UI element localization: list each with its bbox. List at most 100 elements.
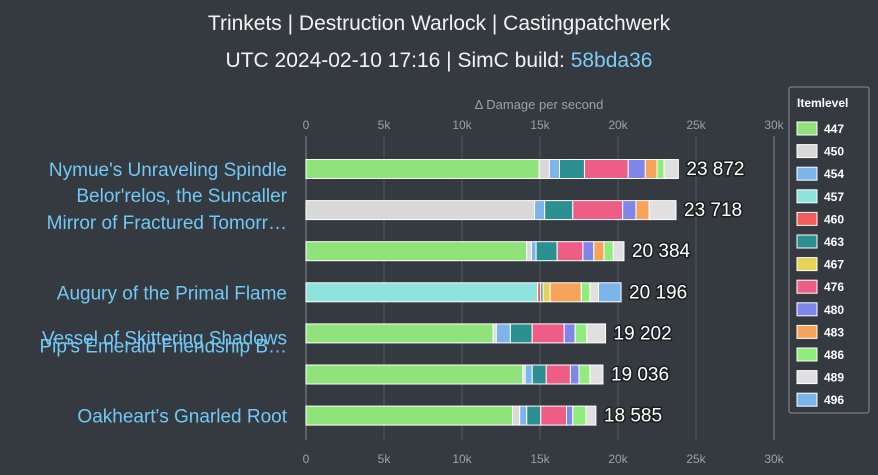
legend-swatch[interactable]	[796, 166, 818, 181]
bar-segment-454[interactable]	[548, 159, 560, 179]
bar-segment-450[interactable]	[305, 200, 536, 221]
bar-segment-454[interactable]	[495, 323, 511, 344]
legend-swatch[interactable]	[796, 324, 818, 339]
legend-swatch[interactable]	[796, 370, 818, 385]
bar-segment-483[interactable]	[549, 282, 582, 303]
x-tick-label-bottom: 15k	[530, 452, 550, 466]
bar-segment-486[interactable]	[580, 282, 591, 303]
bar-segment-476[interactable]	[556, 241, 584, 262]
legend-items: 447 450 454 457 460 463 467 476 480 483 486 489 496	[796, 121, 844, 407]
legend-swatch[interactable]	[796, 302, 818, 317]
bar-segment-496[interactable]	[598, 282, 622, 303]
bar-segment-489[interactable]	[586, 323, 607, 344]
legend-label[interactable]: 480	[824, 303, 844, 317]
bar-segment-486[interactable]	[656, 159, 665, 179]
build-link[interactable]: 58bda36	[571, 49, 653, 72]
bar-segment-447[interactable]	[305, 241, 528, 262]
bar-segment-480[interactable]	[566, 405, 574, 426]
legend-label[interactable]: 467	[824, 258, 844, 272]
legend-label[interactable]: 486	[824, 348, 844, 362]
bar-segment-486[interactable]	[578, 364, 591, 385]
bar-segment-486[interactable]	[603, 241, 614, 262]
bar-total-label: 23 718	[684, 200, 742, 221]
bar-segment-463[interactable]	[559, 159, 585, 179]
bar-segment-486[interactable]	[572, 405, 587, 426]
category-label: Nymue's Unraveling Spindle	[49, 160, 287, 181]
x-tick-label-top: 5k	[378, 118, 392, 132]
bar-segment-463[interactable]	[535, 241, 558, 262]
legend-swatch[interactable]	[796, 144, 818, 159]
bar-segment-480[interactable]	[627, 159, 646, 179]
bar-segment-450[interactable]	[538, 159, 550, 179]
bar-segment-480[interactable]	[563, 323, 576, 344]
subtitle-prefix: UTC 2024-02-10 17:16 | SimC build:	[226, 49, 571, 72]
legend-swatch[interactable]	[796, 279, 818, 294]
bar-segment-450[interactable]	[526, 241, 532, 262]
x-tick-label-top: 0	[303, 118, 310, 132]
x-tick-label-bottom: 5k	[378, 452, 392, 466]
legend-label[interactable]: 463	[824, 235, 844, 249]
legend-label[interactable]: 460	[824, 212, 844, 226]
bar-segment-489[interactable]	[589, 282, 599, 303]
bar-segment-476[interactable]	[583, 159, 629, 179]
legend-label[interactable]: 476	[824, 280, 844, 294]
bar-segment-463[interactable]	[526, 405, 542, 426]
x-tick-label-top: 30k	[764, 118, 784, 132]
bar-segment-489[interactable]	[585, 405, 597, 426]
x-tick-label-bottom: 20k	[608, 452, 628, 466]
bar-segment-489[interactable]	[589, 364, 604, 385]
bar-segment-454[interactable]	[519, 405, 528, 426]
x-tick-label-bottom: 25k	[686, 452, 706, 466]
bar-segment-489[interactable]	[648, 200, 677, 221]
legend-swatch[interactable]	[796, 347, 818, 362]
bar-segment-447[interactable]	[305, 405, 514, 426]
legend-label[interactable]: 454	[824, 167, 844, 181]
bar-segment-463[interactable]	[509, 323, 533, 344]
legend-label[interactable]: 457	[824, 190, 844, 204]
bar-segment-480[interactable]	[582, 241, 595, 262]
legend-label[interactable]: 489	[824, 371, 844, 385]
bar-segment-447[interactable]	[305, 323, 494, 344]
bar-segment-450[interactable]	[512, 405, 521, 426]
bar-segment-476[interactable]	[545, 364, 571, 385]
bar-segment-454[interactable]	[534, 200, 546, 221]
bar-segment-447[interactable]	[305, 159, 540, 179]
legend-swatch[interactable]	[796, 121, 818, 136]
bar-segment-467[interactable]	[542, 282, 551, 303]
bar-segment-476[interactable]	[540, 405, 568, 426]
bar-segment-480[interactable]	[569, 364, 580, 385]
legend-swatch[interactable]	[796, 211, 818, 226]
category-label: Oakheart's Gnarled Root	[77, 407, 287, 428]
bar-total-label: 19 202	[614, 323, 672, 344]
bar-segment-483[interactable]	[644, 159, 658, 179]
bar-segment-454[interactable]	[524, 364, 533, 385]
bar-segment-463[interactable]	[544, 200, 574, 221]
bar-segment-476[interactable]	[572, 200, 624, 221]
legend-swatch[interactable]	[796, 234, 818, 249]
legend-swatch[interactable]	[796, 257, 818, 272]
x-axis-title: Δ Damage per second	[475, 97, 604, 112]
legend-label[interactable]: 447	[824, 122, 844, 136]
bar-segment-483[interactable]	[635, 200, 650, 221]
bar-segment-476[interactable]	[531, 323, 565, 344]
legend-swatch[interactable]	[796, 189, 818, 204]
bar-segment-489[interactable]	[612, 241, 625, 262]
bar-segment-454[interactable]	[530, 241, 537, 262]
bar-total-label: 20 384	[632, 241, 691, 262]
bar-segment-483[interactable]	[593, 241, 605, 262]
chart-title: Trinkets | Destruction Warlock | Casting…	[208, 12, 671, 35]
legend-label[interactable]: 483	[824, 325, 844, 339]
bar-segment-489[interactable]	[663, 159, 679, 179]
legend-label[interactable]: 450	[824, 145, 844, 159]
category-label: Belor'relos, the Suncaller	[76, 186, 287, 207]
chart-subtitle: UTC 2024-02-10 17:16 | SimC build: 58bda…	[226, 49, 653, 72]
bar-segment-457[interactable]	[305, 282, 539, 303]
bar-segment-480[interactable]	[622, 200, 637, 221]
legend-label[interactable]: 496	[824, 393, 844, 407]
bar-segment-463[interactable]	[531, 364, 547, 385]
bar-segment-447[interactable]	[305, 364, 524, 385]
bar-total-label: 20 196	[629, 282, 687, 303]
bar-segment-486[interactable]	[574, 323, 588, 344]
legend-swatch[interactable]	[796, 392, 818, 407]
